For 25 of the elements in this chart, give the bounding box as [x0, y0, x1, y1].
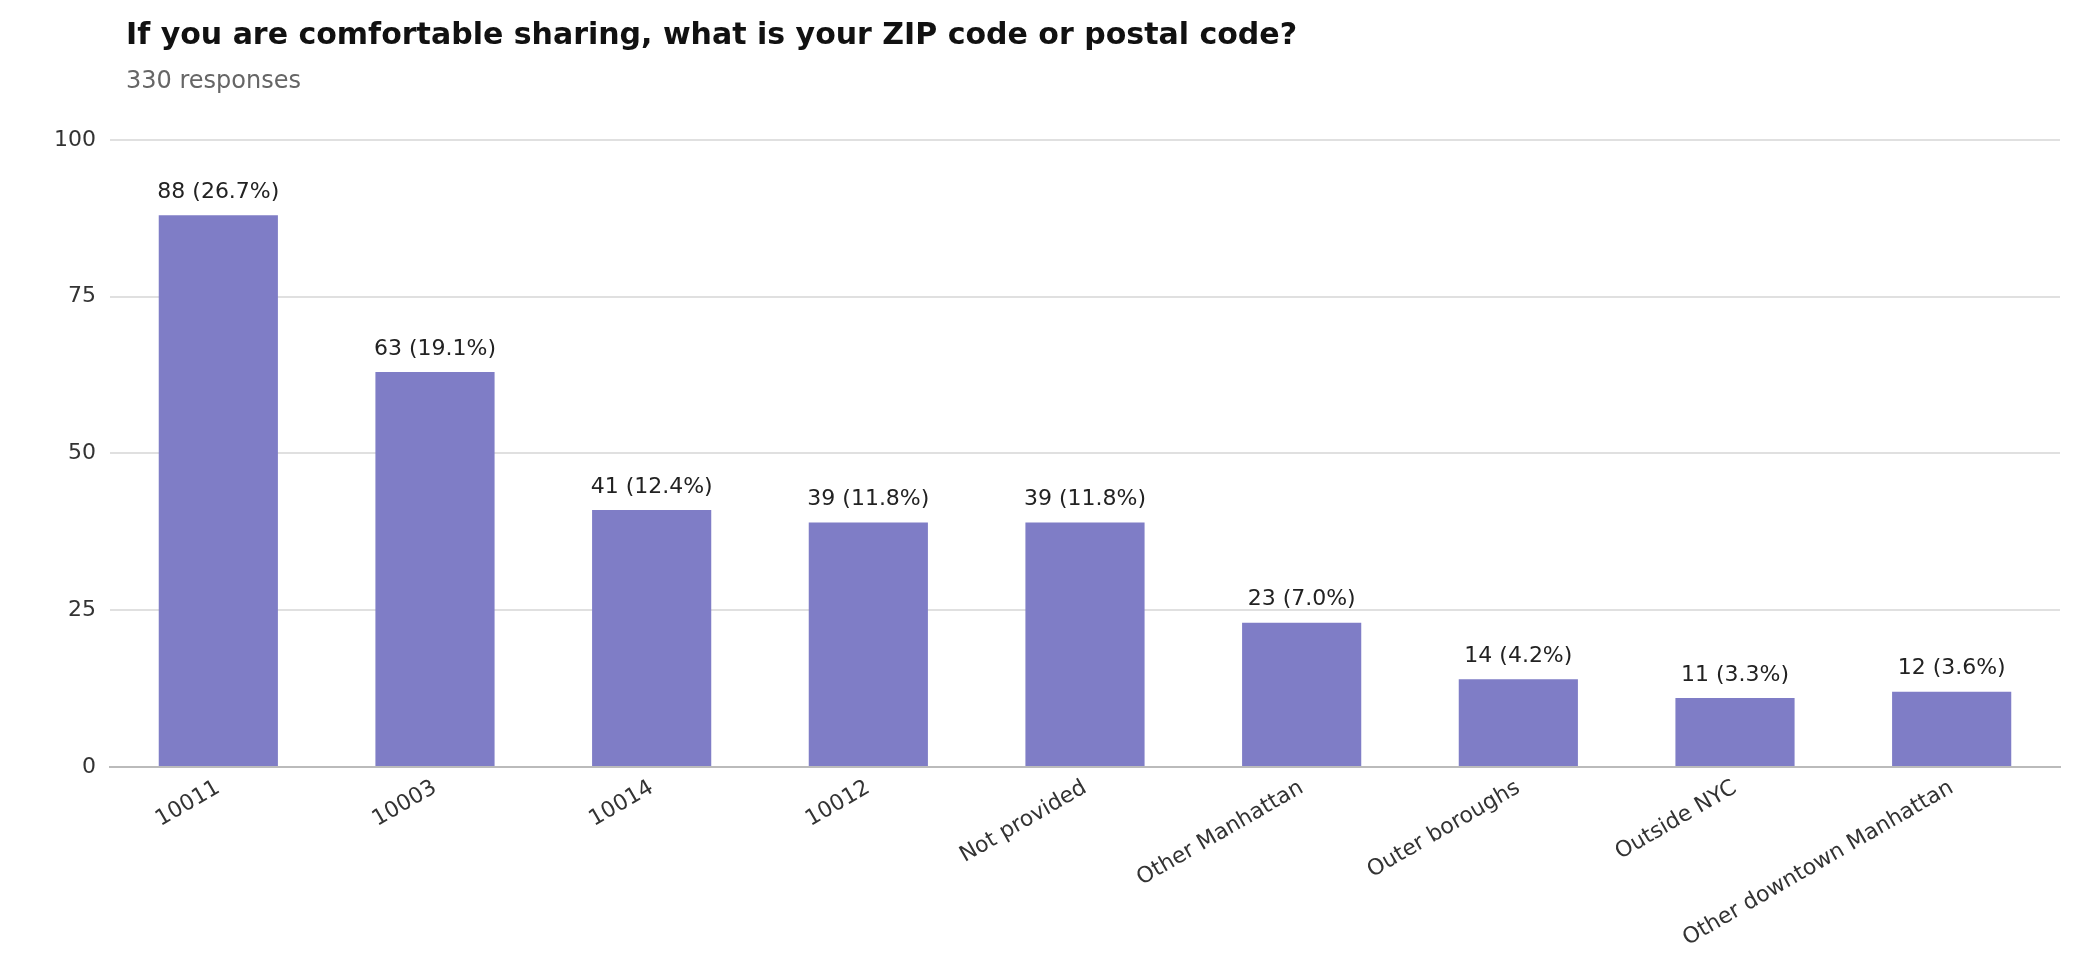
bar — [375, 371, 495, 766]
y-tick-label: 0 — [81, 752, 96, 778]
bar — [1892, 691, 2012, 766]
bar — [1458, 679, 1578, 766]
chart-subtitle: 330 responses — [126, 66, 301, 94]
bar — [158, 215, 278, 766]
bar — [1675, 698, 1795, 766]
data-label: 12 (3.6%) — [1897, 654, 2006, 680]
data-label: 11 (3.3%) — [1680, 660, 1790, 686]
data-label: 39 (11.8%) — [807, 485, 930, 511]
y-tick-label: 25 — [67, 595, 96, 621]
bar — [1242, 622, 1362, 766]
data-label: 88 (26.7%) — [157, 177, 280, 203]
data-label: 63 (19.1%) — [373, 334, 497, 360]
y-tick-label: 100 — [53, 125, 96, 151]
data-label: 41 (12.4%) — [590, 472, 713, 498]
y-tick-label: 75 — [67, 282, 96, 308]
chart-title: If you are comfortable sharing, what is your ZIP code or postal code? — [126, 16, 1298, 51]
bar — [592, 509, 712, 766]
bar — [1025, 522, 1145, 766]
data-label: 39 (11.8%) — [1023, 485, 1147, 511]
bar — [808, 522, 928, 766]
data-label: 14 (4.2%) — [1464, 641, 1573, 667]
y-tick-label: 50 — [67, 439, 96, 465]
data-label: 23 (7.0%) — [1247, 585, 1356, 611]
